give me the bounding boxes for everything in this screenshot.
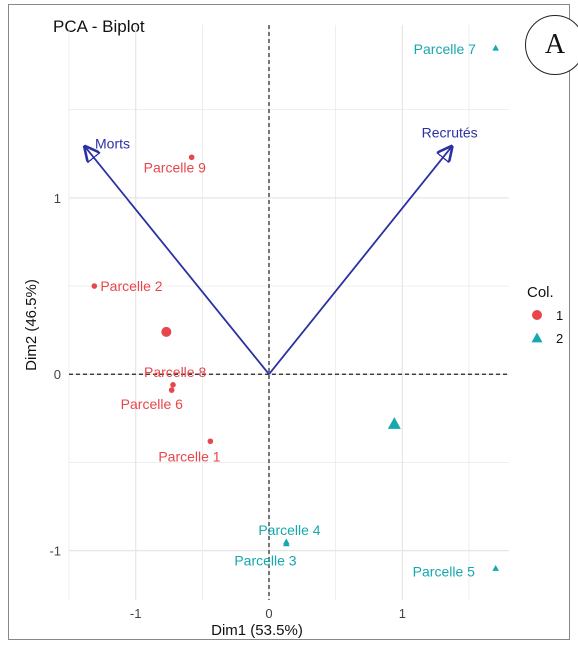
chart-title: PCA - Biplot [53, 17, 145, 36]
axis-ticks: -1 0 1 -1 0 1 [49, 191, 406, 621]
point-label: Parcelle 3 [234, 553, 296, 569]
point-label: Parcelle 2 [100, 278, 162, 294]
variable-label: Recrutés [422, 125, 478, 141]
x-tick-label: -1 [130, 606, 142, 621]
data-point [168, 387, 175, 393]
legend-entry-label: 2 [556, 331, 563, 346]
data-point [188, 154, 195, 161]
data-point [207, 438, 214, 445]
reference-lines [69, 25, 509, 600]
variable-arrow [268, 147, 452, 375]
x-tick-label: 0 [265, 606, 272, 621]
point-label: Parcelle 6 [121, 396, 183, 412]
point-label: Parcelle 1 [158, 448, 220, 464]
variable-arrows: Morts Recrutés [85, 125, 478, 375]
grid [68, 25, 509, 600]
figure-frame: PCA - Biplot Morts Recrutés Parcelle 9 Par… [8, 4, 578, 640]
legend-key-group-1 [532, 310, 542, 320]
group-centroid [161, 326, 172, 337]
data-point [170, 382, 176, 388]
y-tick-label: -1 [49, 544, 61, 559]
data-point [492, 44, 499, 51]
point-label: Parcelle 9 [144, 159, 206, 175]
point-label: Parcelle 8 [144, 364, 206, 380]
data-point [492, 564, 499, 571]
y-tick-label: 1 [54, 191, 61, 206]
legend: Col. 1 2 [527, 284, 563, 346]
panel-label-badge: A [525, 15, 578, 75]
x-axis-label: Dim1 (53.5%) [211, 622, 303, 639]
data-points: Parcelle 9 Parcelle 2 Parcelle 8 Parcelle 6… [91, 41, 499, 579]
legend-key-group-2 [531, 332, 543, 343]
legend-entry-label: 1 [556, 308, 563, 323]
y-tick-label: 0 [54, 367, 61, 382]
point-label: Parcelle 4 [258, 522, 320, 538]
data-point [283, 540, 290, 547]
point-label: Parcelle 7 [414, 41, 476, 57]
variable-arrow [85, 147, 270, 375]
legend-title: Col. [527, 284, 554, 301]
data-point [91, 283, 98, 289]
x-tick-label: 1 [399, 606, 406, 621]
point-label: Parcelle 5 [413, 563, 475, 579]
y-axis-label: Dim2 (46.5%) [23, 279, 40, 371]
panel-label: A [544, 29, 566, 60]
group-centroid [387, 417, 401, 429]
variable-label: Morts [95, 136, 130, 152]
